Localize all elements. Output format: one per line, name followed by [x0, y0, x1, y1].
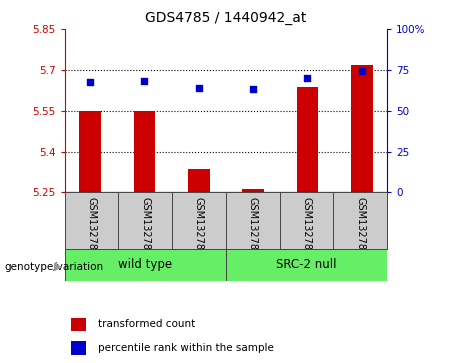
Bar: [134, 111, 155, 192]
Bar: [71, 318, 86, 331]
Bar: [71, 342, 86, 355]
Text: transformed count: transformed count: [98, 319, 195, 330]
Text: GSM1327827: GSM1327827: [86, 197, 96, 262]
Point: [141, 78, 148, 84]
Text: percentile rank within the sample: percentile rank within the sample: [98, 343, 274, 353]
Text: ▶: ▶: [54, 262, 63, 272]
Text: SRC-2 null: SRC-2 null: [276, 258, 337, 272]
Point: [304, 75, 311, 81]
Text: GSM1327830: GSM1327830: [248, 197, 258, 262]
Point: [358, 68, 366, 74]
Point: [86, 79, 94, 85]
Title: GDS4785 / 1440942_at: GDS4785 / 1440942_at: [145, 11, 307, 25]
Bar: [226, 249, 387, 281]
Text: GSM1327828: GSM1327828: [140, 197, 150, 262]
Point: [249, 86, 257, 92]
Bar: [296, 87, 318, 192]
Bar: [242, 189, 264, 192]
Bar: [79, 111, 101, 192]
Text: genotype/variation: genotype/variation: [5, 262, 104, 272]
Bar: [65, 249, 226, 281]
Bar: [351, 65, 372, 192]
Text: GSM1327831: GSM1327831: [301, 197, 312, 262]
Point: [195, 85, 202, 90]
Text: GSM1327832: GSM1327832: [355, 197, 366, 262]
Bar: [188, 169, 210, 192]
Text: GSM1327829: GSM1327829: [194, 197, 204, 262]
Text: wild type: wild type: [118, 258, 172, 272]
